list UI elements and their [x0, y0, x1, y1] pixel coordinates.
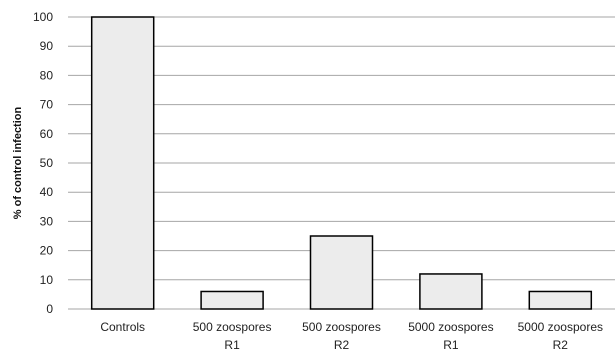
bar [309, 235, 374, 310]
y-tick-label: 50 [40, 156, 54, 170]
y-tick-label: 0 [46, 302, 53, 316]
y-tick-label: 100 [33, 10, 53, 24]
y-axis-title: % of control infection [12, 107, 24, 220]
x-category-label: R2 [553, 338, 569, 352]
x-category-label: R1 [443, 338, 459, 352]
x-axis-labels: Controls 500 zoospores R1 500 zoospores R2 50… [100, 320, 603, 352]
x-category-label: 5000 zoospores [408, 320, 493, 334]
x-category-label: 5000 zoospores [518, 320, 603, 334]
bar [528, 290, 593, 310]
x-category-label: R2 [334, 338, 350, 352]
y-tick-label: 20 [40, 244, 54, 258]
bar [200, 290, 264, 310]
y-tick-label: 60 [40, 127, 54, 141]
x-category-label: Controls [100, 320, 145, 334]
bar [90, 16, 155, 310]
gridlines [68, 16, 615, 310]
x-category-label: 500 zoospores [302, 320, 381, 334]
x-category-label: 500 zoospores [193, 320, 272, 334]
y-tick-label: 40 [40, 185, 54, 199]
y-tick-label: 10 [40, 273, 54, 287]
y-tick-label: 70 [40, 98, 54, 112]
x-category-label: R1 [224, 338, 240, 352]
y-tick-label: 80 [40, 68, 54, 82]
y-tick-label: 90 [40, 39, 54, 53]
y-axis-ticks: 0 10 20 30 40 50 60 70 80 90 100 [33, 10, 53, 316]
bar [419, 273, 483, 310]
y-tick-label: 30 [40, 214, 54, 228]
bars [90, 16, 593, 310]
